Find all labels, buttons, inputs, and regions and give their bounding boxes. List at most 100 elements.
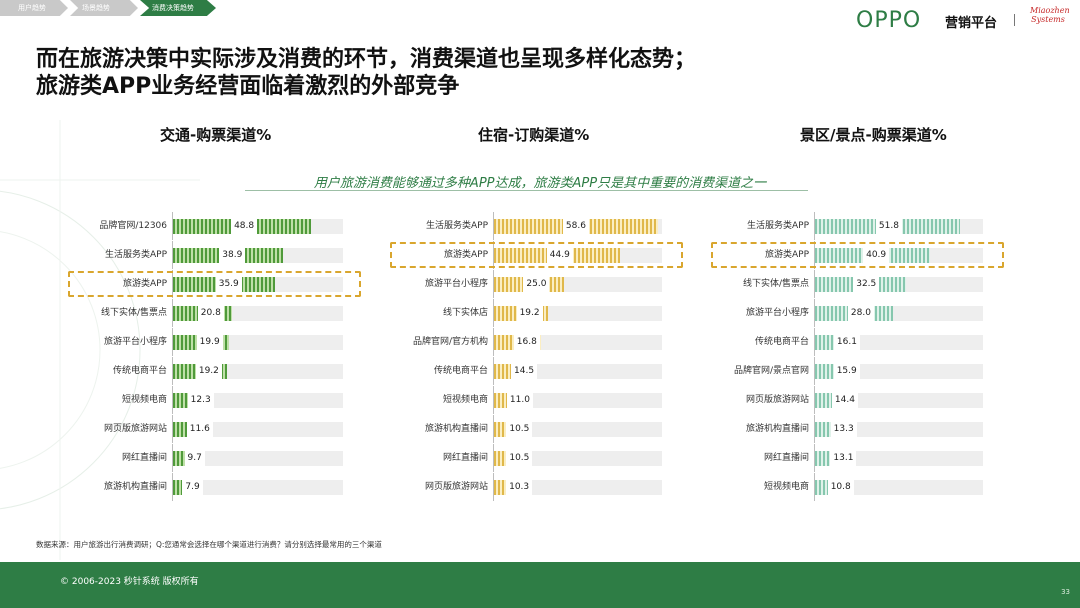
bar-row: 网红直播间 9.7 [0,444,1080,472]
data-label: 16.1 [833,335,860,350]
category-label: 线下实体店 [442,308,488,318]
category-label: 网红直播间 [121,453,167,463]
category-label: 短视频电商 [763,482,809,492]
chart-title-transport: 交通-购票渠道% [160,126,272,144]
page-number: 33 [1061,588,1070,596]
bar-track: 10.3 [494,480,662,495]
breadcrumb-item-user-trend[interactable]: 用户趋势 [0,0,68,16]
data-label: 25.0 [523,277,550,292]
bar-track: 28.0 [815,306,983,321]
bar-track: 7.9 [173,480,343,495]
marketing-platform-label: 营销平台 [945,16,998,31]
bar-row: 短视频电商 10.8 [0,473,1080,501]
bar-row: 线下实体店 19.2 [0,299,1080,327]
data-label: 40.9 [863,248,890,263]
bar-row: 旅游机构直播间 7.9 [0,473,1080,501]
axis-line [493,270,494,298]
oppo-logo: OPPO [856,8,922,33]
axis-line [172,241,173,269]
axis-line [493,328,494,356]
data-label: 12.3 [187,393,214,408]
chart-title-scenic: 景区/景点-购票渠道% [800,126,947,144]
bar-row: 传统电商平台 14.5 [0,357,1080,385]
axis-line [493,299,494,327]
data-label: 9.7 [184,451,205,466]
data-label: 58.6 [562,219,589,234]
category-label: 旅游类APP [764,250,809,260]
bar-row: 生活服务类APP 51.8 [0,212,1080,240]
category-label: 旅游机构直播间 [745,424,809,434]
category-label: 短视频电商 [121,395,167,405]
bar-row: 品牌官网/官方机构 16.8 [0,328,1080,356]
data-label: 28.0 [847,306,874,321]
axis-line [493,444,494,472]
axis-line [493,212,494,240]
data-label: 44.9 [546,248,573,263]
axis-line [493,386,494,414]
data-label: 13.3 [830,422,857,437]
bar-row: 旅游类APP 35.9 [0,270,1080,298]
axis-line [172,386,173,414]
data-label: 48.8 [231,219,258,234]
bar-row: 传统电商平台 16.1 [0,328,1080,356]
category-label: 旅游平台小程序 [745,308,809,318]
axis-line [172,415,173,443]
breadcrumb-item-consumption-trend[interactable]: 消费决策趋势 [140,0,216,16]
axis-line [814,444,815,472]
miaozhen-logo: Miaozhen Systems [1030,6,1070,24]
category-label: 旅游类APP [443,250,488,260]
axis-line [172,299,173,327]
bar-track: 19.9 [173,335,343,350]
data-label: 10.5 [506,422,533,437]
bar-track: 14.5 [494,364,662,379]
data-label: 10.5 [506,451,533,466]
bar-row: 网页版旅游网站 10.3 [0,473,1080,501]
bar-track: 16.1 [815,335,983,350]
data-label: 19.2 [195,364,222,379]
highlight-box [68,271,361,297]
highlight-box [711,242,1004,268]
axis-line [172,270,173,298]
data-label: 19.9 [196,335,223,350]
category-label: 生活服务类APP [425,221,488,231]
axis-line [814,212,815,240]
axis-line [814,415,815,443]
axis-line [814,473,815,501]
category-label: 网页版旅游网站 [745,395,809,405]
category-label: 旅游机构直播间 [103,482,167,492]
chart-title-lodging: 住宿-订购渠道% [478,126,590,144]
bar-row: 品牌官网/景点官网 15.9 [0,357,1080,385]
data-label: 20.8 [197,306,224,321]
axis-line [493,473,494,501]
category-label: 线下实体/售票点 [100,308,167,318]
category-label: 生活服务类APP [746,221,809,231]
bar-track: 10.5 [494,451,662,466]
bar-track: 13.3 [815,422,983,437]
data-label: 35.9 [215,277,242,292]
bar-track: 44.9 [494,248,662,263]
bar-track: 32.5 [815,277,983,292]
bar-row: 线下实体/售票点 20.8 [0,299,1080,327]
category-label: 旅游类APP [122,279,167,289]
bar-track: 35.9 [173,277,343,292]
data-label: 51.8 [875,219,902,234]
axis-line [172,444,173,472]
data-label: 11.0 [506,393,533,408]
breadcrumb-item-scene-trend[interactable]: 场景趋势 [70,0,138,16]
footer-bar: © 2006-2023 秒针系统 版权所有 33 [0,562,1080,608]
axis-line [814,328,815,356]
data-label: 19.2 [516,306,543,321]
axis-line [172,357,173,385]
data-label: 15.9 [833,364,860,379]
category-label: 网页版旅游网站 [424,482,488,492]
axis-line [814,241,815,269]
bar-track: 40.9 [815,248,983,263]
logo-divider [1014,14,1015,26]
bar-track: 10.5 [494,422,662,437]
bar-track: 58.6 [494,219,662,234]
axis-line [172,473,173,501]
category-label: 生活服务类APP [104,250,167,260]
bar-row: 线下实体/售票点 32.5 [0,270,1080,298]
category-label: 网红直播间 [442,453,488,463]
bar-row: 旅游机构直播间 10.5 [0,415,1080,443]
